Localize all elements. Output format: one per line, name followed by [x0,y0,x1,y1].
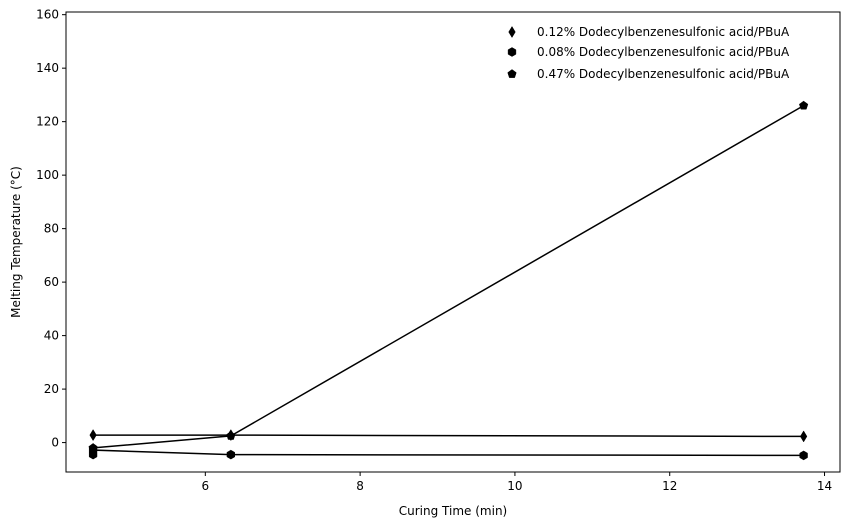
y-tick-label: 40 [44,329,59,343]
legend-label-2: 0.47% Dodecylbenzenesulfonic acid/PBuA [537,67,790,81]
y-tick-label: 160 [36,8,59,22]
data-point [800,430,808,443]
x-axis-title: Curing Time (min) [399,504,507,518]
data-point [89,429,97,442]
legend-label-0: 0.12% Dodecylbenzenesulfonic acid/PBuA [537,25,790,39]
y-tick-label: 20 [44,382,59,396]
x-tick-label: 10 [507,479,522,493]
y-axis-title: Melting Temperature (°C) [9,166,23,318]
y-tick-label: 80 [44,222,59,236]
data-point [88,443,98,452]
y-tick-label: 0 [51,436,59,450]
legend-marker-thin-diamond [508,26,516,38]
series-layer [88,100,809,461]
legend-marker-pentagon [507,69,517,78]
y-tick-label: 100 [36,168,59,182]
data-point [799,100,809,110]
y-tick-label: 120 [36,115,59,129]
data-point [226,449,236,460]
y-tick-label: 140 [36,61,59,75]
x-tick-label: 12 [662,479,677,493]
legend-entry-0: 0.12% Dodecylbenzenesulfonic acid/PBuA [508,25,790,39]
legend-marker-hexagon [507,47,517,57]
x-tick-label: 6 [201,479,209,493]
plot-frame [65,11,841,473]
legend-marker-shape [508,26,516,38]
x-tick-label: 8 [356,479,364,493]
legend-marker-shape [507,47,517,57]
legend-label-1: 0.08% Dodecylbenzenesulfonic acid/PBuA [537,45,790,59]
data-point [226,431,236,440]
x-tick-label: 14 [817,479,832,493]
legend-entry-1: 0.08% Dodecylbenzenesulfonic acid/PBuA [507,45,790,59]
legend-marker-shape [507,69,517,78]
legend-entry-2: 0.47% Dodecylbenzenesulfonic acid/PBuA [507,67,790,81]
y-tick-label: 60 [44,275,59,289]
data-point [799,450,808,461]
series-2 [88,100,809,452]
legend: 0.12% Dodecylbenzenesulfonic acid/PBuA 0… [507,25,790,81]
